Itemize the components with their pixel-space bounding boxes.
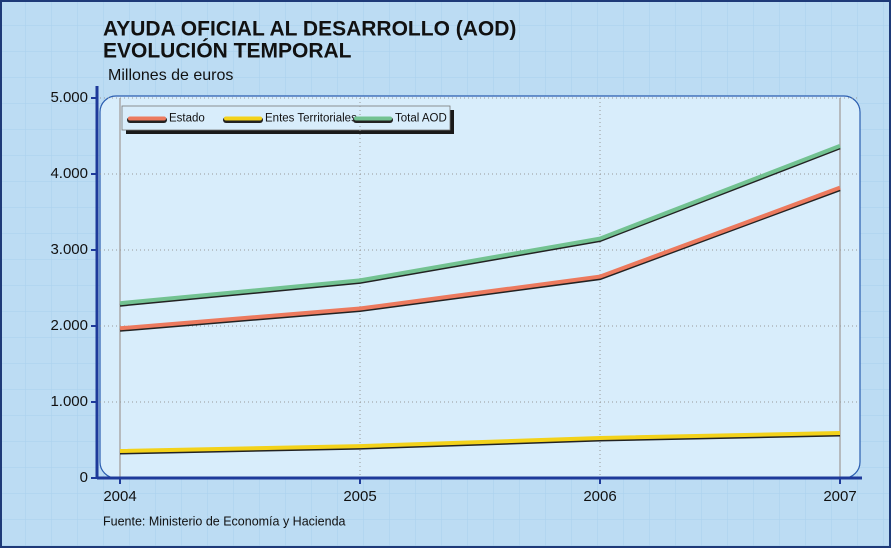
- y-tick-label: 4.000: [50, 165, 88, 182]
- series-line: [119, 185, 841, 331]
- y-axis-label: Millones de euros: [108, 67, 233, 84]
- y-tick-label: 3.000: [50, 241, 88, 258]
- y-tick-label: 1.000: [50, 393, 88, 410]
- y-tick-label: 5.000: [50, 89, 88, 106]
- source: Fuente: Ministerio de Economía y Haciend…: [103, 514, 346, 528]
- y-tick-label: 0: [80, 469, 88, 486]
- plot-panel: [99, 95, 861, 479]
- x-tick-label: 2007: [823, 488, 856, 505]
- legend-label: Total AOD: [395, 113, 447, 125]
- legend: [121, 105, 451, 131]
- x-tick-label: 2005: [343, 488, 376, 505]
- legend-label: Entes Territoriales: [265, 113, 357, 125]
- chart-subtitle: EVOLUCIÓN TEMPORAL: [103, 39, 352, 63]
- y-tick-label: 2.000: [50, 317, 88, 334]
- x-tick-label: 2006: [583, 488, 616, 505]
- x-tick-label: 2004: [103, 488, 136, 505]
- series-line: [119, 431, 841, 454]
- series-line: [119, 144, 841, 306]
- legend-label: Estado: [169, 113, 205, 125]
- chart-title: AYUDA OFICIAL AL DESARROLLO (AOD): [103, 18, 516, 41]
